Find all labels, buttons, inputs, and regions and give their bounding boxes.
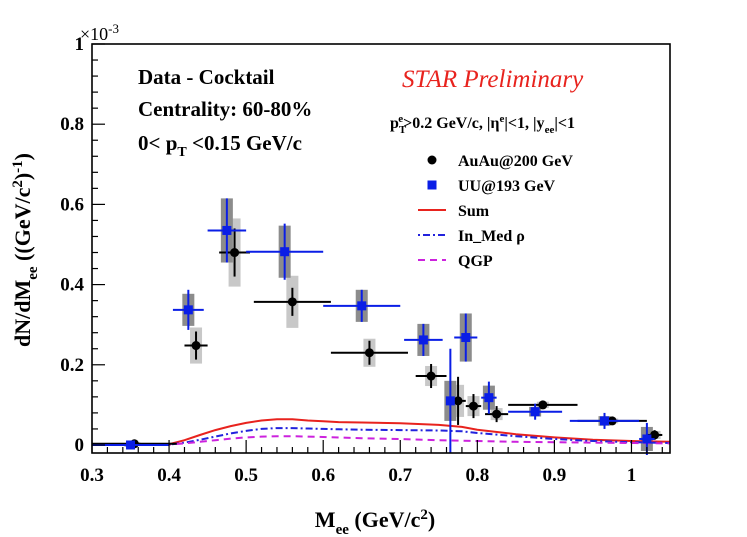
kinematic-cuts-label: pTe>0.2 GeV/c, |ηe|<1, |yee|<1 xyxy=(390,113,575,136)
model-curves-layer xyxy=(91,418,671,446)
x-axis-title: Mee (GeV/c2) xyxy=(315,507,435,537)
y-tick-label: 0.2 xyxy=(60,355,84,376)
legend-marker-auau xyxy=(427,155,437,165)
y-tick-label: 0 xyxy=(75,435,85,456)
axis-tick-labels: 0.3 0.4 0.5 0.6 0.7 0.8 0.9 1 0 0.2 0.4 0.6 0.8 1 xyxy=(60,34,636,486)
legend-label-auau: AuAu@200 GeV xyxy=(458,153,573,170)
auau-data-point xyxy=(230,248,240,258)
svg-text:dN/dMee ((GeV/c2)-1): dN/dMee ((GeV/c2)-1) xyxy=(10,153,41,347)
auau-data-point xyxy=(468,401,478,411)
y-tick-label: 0.6 xyxy=(60,194,84,215)
curve-qgp xyxy=(91,435,671,446)
uu-data-point xyxy=(461,333,471,343)
y-tick-label: 0.4 xyxy=(60,275,84,296)
x-tick-label: 0.4 xyxy=(157,465,181,486)
uu-data-point xyxy=(357,301,367,311)
auau-data-point xyxy=(191,341,201,351)
legend-label-inmed-rho: In_Med ρ xyxy=(458,228,525,245)
plot-frame xyxy=(91,43,671,454)
x-tick-label: 0.3 xyxy=(80,465,104,486)
annotation-pt-range: 0< pT <0.15 GeV/c xyxy=(138,131,302,160)
legend-marker-uu xyxy=(427,180,437,190)
data-points-layer xyxy=(92,198,663,456)
legend-label-qgp: QGP xyxy=(458,253,493,270)
annotation-centrality: Centrality: 60-80% xyxy=(138,97,312,121)
legend-label-sum: Sum xyxy=(458,203,490,220)
x-tick-label: 0.7 xyxy=(388,465,412,486)
uu-data-point xyxy=(599,416,609,426)
auau-data-point xyxy=(287,297,297,307)
y-tick-label: 1 xyxy=(75,34,85,55)
x-tick-label: 0.9 xyxy=(543,465,567,486)
uu-data-point xyxy=(280,247,290,257)
x-tick-label: 0.8 xyxy=(465,465,489,486)
y-axis-title: dN/dMee ((GeV/c2)-1) xyxy=(10,153,41,347)
x-tick-label: 1 xyxy=(627,465,637,486)
auau-data-point xyxy=(492,409,502,419)
auau-data-point xyxy=(426,371,436,381)
curve-sum xyxy=(91,418,671,446)
legend-label-uu: UU@193 GeV xyxy=(458,178,556,195)
systematic-error-layer xyxy=(124,198,661,451)
legend: AuAu@200 GeV UU@193 GeV Sum In_Med ρ QGP xyxy=(418,153,573,270)
star-preliminary-label: STAR Preliminary xyxy=(402,66,584,93)
uu-data-point xyxy=(642,434,652,444)
uu-data-point xyxy=(183,305,193,315)
auau-data-point xyxy=(453,396,463,406)
axis-ticks xyxy=(91,43,663,453)
auau-data-point xyxy=(538,400,548,410)
uu-data-point xyxy=(484,393,494,403)
x-tick-label: 0.5 xyxy=(234,465,258,486)
uu-data-point xyxy=(222,225,232,235)
y-multiplier: ×10-3 xyxy=(80,21,119,44)
uu-data-point xyxy=(126,440,136,450)
uu-data-point xyxy=(445,396,455,406)
auau-data-point xyxy=(364,348,374,358)
uu-data-point xyxy=(418,335,428,345)
curve-in-med- xyxy=(91,427,671,446)
auau-data-point xyxy=(650,430,660,440)
uu-data-point xyxy=(530,407,540,417)
x-tick-label: 0.6 xyxy=(311,465,335,486)
annotation-data-cocktail: Data - Cocktail xyxy=(138,65,275,89)
y-tick-label: 0.8 xyxy=(60,114,84,135)
